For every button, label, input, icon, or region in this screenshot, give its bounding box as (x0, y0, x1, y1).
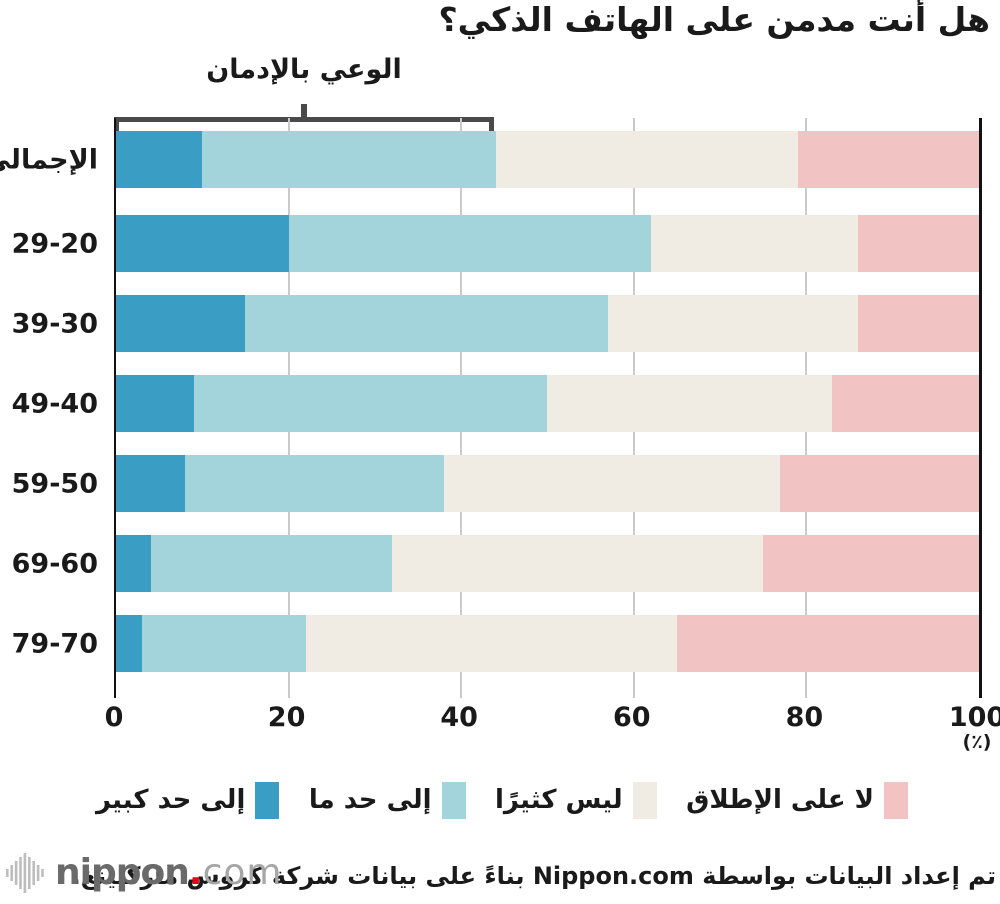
bar-segment (288, 215, 652, 272)
bar-segment (547, 375, 833, 432)
bar-segment (676, 615, 979, 672)
legend-swatch-icon (255, 781, 280, 819)
y-axis-label-4: 59-50 (11, 468, 98, 499)
bar-segment (245, 295, 608, 352)
bar-segment (305, 615, 677, 672)
legend-swatch-icon (441, 781, 466, 819)
legend-swatch-icon (884, 781, 908, 819)
source-attribution: تم إعداد البيانات بواسطة Nippon.com بناء… (71, 862, 996, 890)
bar-segment (607, 295, 859, 352)
nippon-logo: nippon. com (6, 852, 282, 894)
legend-label: ليس كثيرًا (495, 785, 623, 815)
bar-segment (193, 375, 548, 432)
legend-label: لا على الإطلاق (686, 785, 874, 815)
legend-item: ليس كثيرًا (495, 781, 657, 819)
awareness-bracket-tick (301, 104, 307, 118)
x-tick-label-0: 0 (104, 702, 124, 733)
bar-segment (495, 131, 798, 188)
bar-segment (797, 131, 979, 188)
page-title: هل أنت مدمن على الهاتف الذكي؟ (438, 0, 991, 39)
bar-segment (780, 455, 979, 512)
x-tick-label-60: 60 (613, 702, 651, 733)
y-axis-label-6: 79-70 (11, 628, 98, 659)
y-axis-label-2: 39-30 (11, 308, 98, 339)
bar-row-0 (116, 131, 979, 188)
bar-segment (185, 455, 444, 512)
y-axis-label-1: 29-20 (11, 228, 98, 259)
bar-segment (651, 215, 859, 272)
bar-row-4 (116, 455, 979, 512)
bar-segment (116, 295, 246, 352)
bar-segment (116, 131, 203, 188)
bar-segment (392, 535, 764, 592)
x-axis-unit-label: (٪) (962, 731, 992, 753)
bar-segment (141, 615, 306, 672)
legend-item: لا على الإطلاق (686, 781, 908, 819)
plot-area (114, 118, 982, 698)
bar-segment (202, 131, 496, 188)
y-axis-label-5: 69-60 (11, 548, 98, 579)
y-axis-label-3: 49-40 (11, 388, 98, 419)
annotation-awareness-label: الوعي بالإدمان (206, 54, 402, 85)
bar-row-2 (116, 295, 979, 352)
bar-segment (116, 215, 289, 272)
bar-segment (116, 615, 142, 672)
legend-swatch-icon (632, 781, 657, 819)
bar-row-5 (116, 535, 979, 592)
x-tick-label-40: 40 (440, 702, 478, 733)
x-tick-label-100: 100 (948, 702, 1000, 733)
bar-segment (116, 535, 151, 592)
x-tick-label-20: 20 (267, 702, 306, 733)
bar-segment (832, 375, 979, 432)
awareness-bracket (114, 104, 494, 135)
legend-label: إلى حد كبير (96, 785, 246, 815)
bar-row-6 (116, 615, 979, 672)
bar-segment (150, 535, 393, 592)
logo-wordmark: nippon (55, 852, 190, 893)
bar-segment (858, 215, 979, 272)
bar-segment (116, 455, 186, 512)
bar-row-1 (116, 215, 979, 272)
bar-segment (763, 535, 979, 592)
logo-dot: . (188, 852, 203, 893)
legend-item: إلى حد كبير (96, 781, 280, 819)
legend-item: إلى حد ما (308, 781, 466, 819)
bar-segment (116, 375, 194, 432)
bar-segment (443, 455, 781, 512)
legend: لا على الإطلاق ليس كثيرًا إلى حد ما إلى حد … (96, 778, 908, 822)
x-tick-label-80: 80 (785, 702, 824, 733)
y-axis-labels: الإجمالي 29-20 39-30 49-40 59-50 69-60 79-70 (0, 118, 104, 698)
nippon-logo-mark-icon (6, 853, 44, 893)
legend-label: إلى حد ما (308, 785, 432, 815)
y-axis-label-0: الإجمالي (0, 144, 98, 175)
bar-row-3 (116, 375, 979, 432)
bar-segment (858, 295, 979, 352)
logo-tld: com (202, 852, 283, 893)
